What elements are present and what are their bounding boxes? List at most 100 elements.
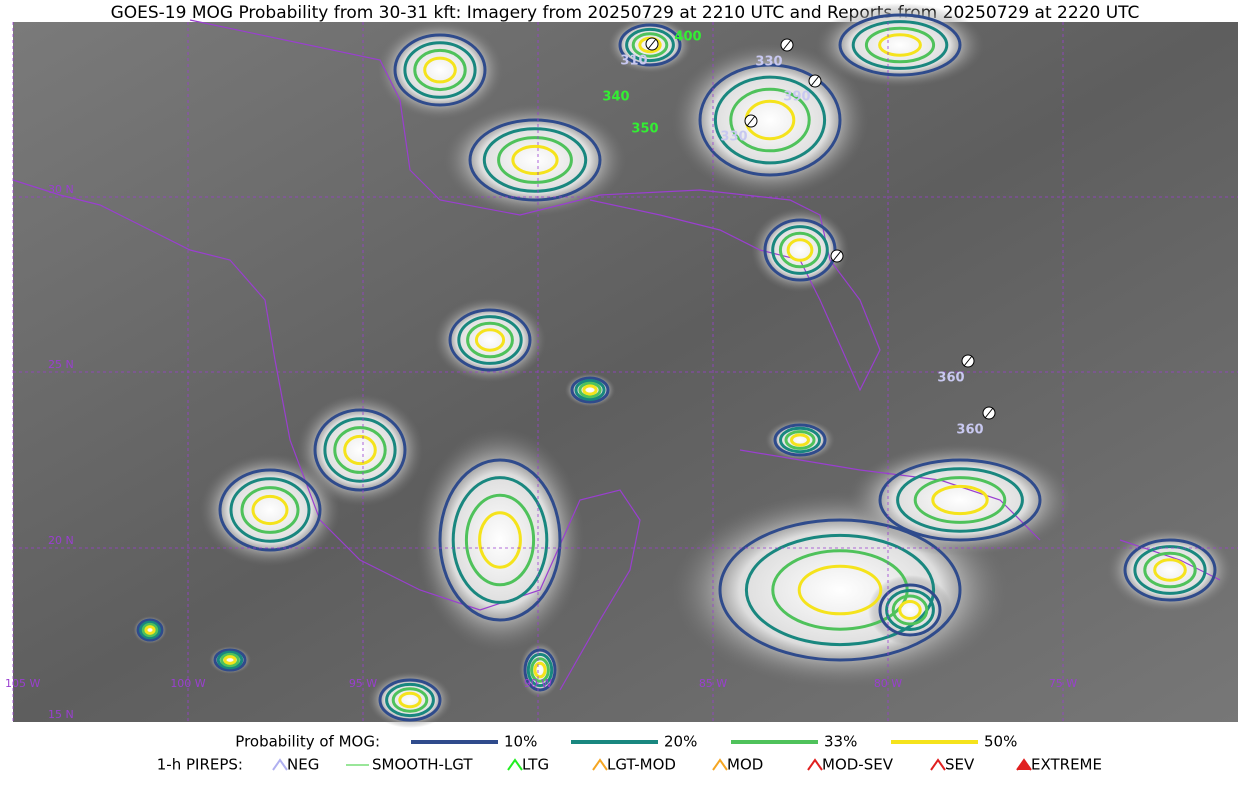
contour [574, 379, 606, 401]
contour [216, 650, 244, 670]
pirep-altitude: 310 [620, 54, 647, 69]
contour [533, 661, 547, 679]
legend-symbol [272, 758, 288, 771]
pirep-altitude: 350 [631, 122, 658, 137]
contour [779, 426, 821, 454]
contour [786, 238, 814, 262]
contour [136, 618, 164, 642]
contour [323, 417, 397, 483]
map: 30 N 25 N 20 N 15 N 105 W 100 W 95 W 90 W 85 W 80… [5, 3, 1238, 728]
neg-slash [782, 39, 792, 51]
contour [631, 32, 669, 58]
contour [523, 648, 557, 692]
legend-label: MOD [727, 756, 763, 774]
lat-label: 20 N [48, 534, 74, 547]
contour [385, 682, 435, 718]
contour [729, 87, 811, 153]
pirep-altitude: 360 [956, 423, 983, 438]
lon-label: 95 W [349, 677, 377, 690]
pireps: 310 340 350 400 330 390 330 360 360 [602, 30, 996, 438]
contour [474, 328, 506, 352]
legend-pireps: 1-h PIREPS: NEG SMOOTH-LGT LTG LGT-MOD MOD MO… [157, 756, 1102, 774]
legend-label: EXTREME [1031, 756, 1102, 774]
contour [718, 518, 962, 662]
contour [878, 458, 1042, 542]
neg-slash [832, 250, 842, 262]
contour [139, 620, 161, 640]
contour [698, 63, 842, 177]
contour [878, 33, 922, 57]
legend-label: LGT-MOD [607, 756, 676, 774]
legend-label: SMOOTH-LGT [372, 756, 473, 774]
pirep-altitude: 390 [783, 90, 810, 105]
neg-slash [963, 355, 973, 367]
contour [625, 27, 675, 63]
contour [451, 476, 549, 604]
legend-label: MOD-SEV [822, 756, 894, 774]
contour [220, 652, 240, 668]
contour [797, 564, 883, 616]
contour [466, 321, 514, 359]
contour [864, 26, 936, 64]
lat-label: 15 N [48, 708, 74, 721]
contour [931, 484, 989, 516]
legend-symbol [507, 758, 523, 771]
lon-label: 80 W [874, 677, 902, 690]
contour [1123, 538, 1217, 602]
contour [838, 13, 962, 77]
contour [851, 20, 949, 70]
contour [885, 589, 935, 631]
contour [141, 622, 159, 638]
contour [313, 408, 407, 492]
lon-label: 100 W [170, 677, 205, 690]
legend-title: 1-h PIREPS: [157, 756, 243, 774]
contour [618, 23, 682, 67]
pirep-altitude: 330 [720, 130, 747, 145]
contour [213, 648, 247, 672]
legend-title: Probability of MOG: [235, 733, 380, 751]
contour [333, 426, 387, 474]
legend-label: 10% [504, 733, 537, 751]
lat-label: 25 N [48, 358, 74, 371]
contour [530, 657, 550, 683]
contour [497, 136, 573, 184]
contour [144, 625, 156, 635]
contour [773, 423, 827, 457]
pirep-altitude: 360 [937, 371, 964, 386]
legend-label: 50% [984, 733, 1017, 751]
contour [898, 600, 922, 620]
neg-slash [810, 75, 820, 87]
neg-slash [647, 38, 657, 50]
pirep-altitude: 400 [674, 30, 701, 45]
contour [457, 315, 523, 365]
legend-symbol [592, 758, 608, 771]
neg-slash [746, 115, 756, 127]
contour [478, 511, 522, 569]
contour [896, 467, 1024, 533]
contour [578, 381, 602, 399]
legend-symbol [930, 758, 946, 771]
contour [511, 144, 559, 176]
contours [136, 13, 1217, 722]
contour [570, 376, 610, 404]
contour [1153, 558, 1187, 582]
lon-label: 85 W [699, 677, 727, 690]
contour [218, 468, 322, 552]
contour [582, 384, 598, 396]
contour [784, 430, 816, 450]
legend-label: 33% [824, 733, 857, 751]
pirep-altitude: 330 [755, 55, 782, 70]
contour [229, 477, 311, 543]
neg-slash [984, 407, 994, 419]
legend-symbol [807, 758, 823, 771]
grid: 30 N 25 N 20 N 15 N 105 W 100 W 95 W 90 W 85 W 80… [5, 22, 1238, 722]
contour [391, 687, 429, 713]
contour [398, 691, 422, 709]
contour [378, 678, 442, 722]
contour [891, 594, 929, 626]
contour [713, 75, 827, 165]
contour [423, 56, 457, 84]
legend-probability: Probability of MOG: 10% 20% 33% 50% [235, 733, 1017, 751]
contour [251, 494, 289, 526]
contour [343, 434, 377, 466]
